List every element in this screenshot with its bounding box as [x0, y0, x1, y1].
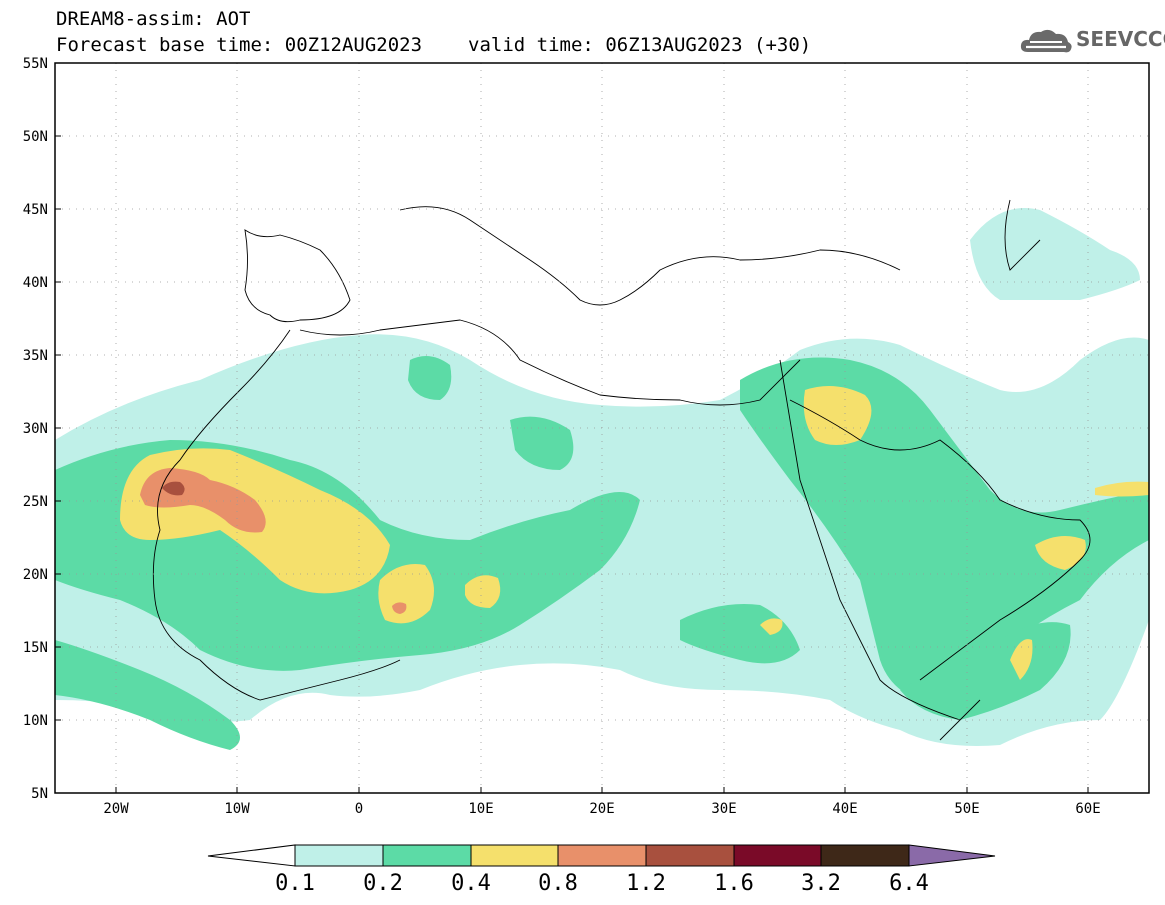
aot-green-algeria	[408, 356, 452, 400]
cloud-icon	[1020, 29, 1072, 53]
colorbar-high-arrow	[908, 844, 996, 867]
lat-label: 45N	[23, 202, 48, 218]
forecast-times: Forecast base time: 00Z12AUG2023 valid ti…	[56, 35, 811, 55]
map-title: DREAM8-assim: AOT	[56, 8, 251, 30]
aot-yellow-gulf	[1095, 481, 1149, 497]
lon-label: 40E	[832, 801, 857, 817]
valid-time: valid time: 06Z13AUG2023 (+30)	[468, 34, 812, 56]
colorbar-tick: 1.6	[714, 871, 754, 896]
logo-text: SEEVCCC	[1076, 27, 1165, 51]
colorbar-tick: 0.4	[451, 871, 491, 896]
aot-green-libya	[510, 416, 574, 470]
lon-label: 30E	[711, 801, 736, 817]
colorbar-low-arrow	[207, 844, 296, 867]
aot-orange-niger	[392, 602, 407, 614]
lon-label: 20E	[589, 801, 614, 817]
base-time: Forecast base time: 00Z12AUG2023	[56, 34, 423, 56]
lat-label: 50N	[23, 129, 48, 145]
axis-ticks	[55, 135, 1089, 793]
colorbar-tick: 1.2	[626, 871, 666, 896]
lat-label: 30N	[23, 421, 48, 437]
lat-label: 10N	[23, 713, 48, 729]
lon-label: 0	[355, 801, 363, 817]
aot-yellow-niger	[378, 564, 434, 624]
colorbar-tick: 6.4	[889, 871, 929, 896]
colorbar-tick: 0.1	[275, 871, 315, 896]
colorbar-swatch	[645, 844, 735, 867]
coastlines	[152, 199, 1091, 741]
aot-brown-core	[162, 481, 185, 496]
colorbar-swatch	[733, 844, 822, 867]
aot-yellow-chad	[465, 575, 501, 608]
lat-label: 55N	[23, 56, 48, 72]
aot-yellow-iraq	[803, 386, 872, 445]
aot-yellow-somali-sea	[1010, 639, 1033, 680]
aot-light-caspian	[970, 208, 1140, 300]
lon-label: 10W	[224, 801, 250, 817]
lon-label: 20W	[103, 801, 129, 817]
aot-field	[55, 208, 1149, 750]
aot-green-sudan	[680, 604, 800, 664]
colorbar-swatch	[382, 844, 472, 867]
lon-label: 60E	[1075, 801, 1100, 817]
lat-label: 35N	[23, 348, 48, 364]
aot-yellow-sudan	[760, 618, 783, 635]
lat-label: 20N	[23, 567, 48, 583]
lon-label: 10E	[468, 801, 493, 817]
colorbar-swatch	[294, 844, 384, 867]
lat-label: 40N	[23, 275, 48, 291]
lat-label: 25N	[23, 494, 48, 510]
colorbar-tick: 3.2	[801, 871, 841, 896]
seevccc-logo: SEEVCCC	[1018, 25, 1165, 57]
aot-yellow-oman	[1035, 536, 1086, 570]
colorbar-tick: 0.8	[538, 871, 578, 896]
lat-label: 15N	[23, 640, 48, 656]
lon-label: 50E	[954, 801, 979, 817]
colorbar-swatch	[557, 844, 647, 867]
aot-green-west-coast	[55, 640, 240, 750]
graticule	[55, 63, 1149, 793]
colorbar	[207, 844, 996, 867]
colorbar-tick: 0.2	[363, 871, 403, 896]
colorbar-swatch	[820, 844, 910, 867]
colorbar-swatch	[470, 844, 559, 867]
lat-label: 5N	[31, 786, 48, 802]
